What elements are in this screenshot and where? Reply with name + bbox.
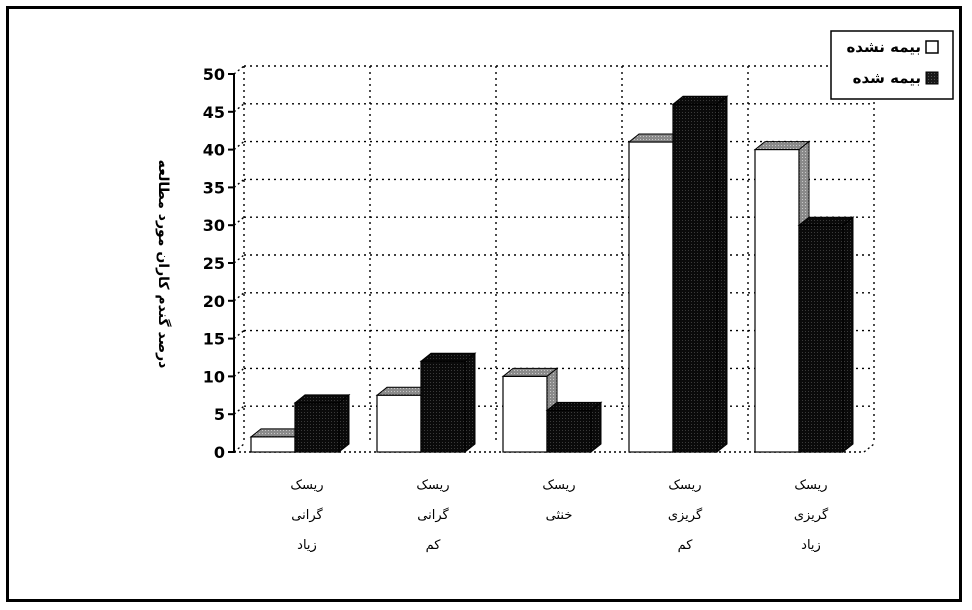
y-tick-label: 30 [203,216,225,235]
y-tick-label: 20 [203,292,225,311]
category-label: ریسک [794,478,827,493]
y-tick-label: 45 [203,103,225,122]
bar-chart: 0 5 10 15 20 25 30 35 40 45 50 ریسک گرانی زیاد ریسک گر… [155,30,954,553]
legend: بیمه نشده بیمه شده [830,30,954,100]
bar-uninsured [375,386,433,454]
y-axis: 0 5 10 15 20 25 30 35 40 45 50 [203,65,235,462]
bar-front-face [546,409,592,453]
bar-side-face [590,401,602,454]
gridline-side [233,367,245,377]
category-label: کم [678,538,694,553]
category-label: ریسک [290,478,323,493]
bar-insured [293,393,351,454]
gridline-side [233,330,245,340]
category-label: ریسک [542,478,575,493]
floor-side [863,443,875,453]
category-label: کم [426,538,442,553]
y-tick-label: 10 [203,367,225,386]
bars [249,95,855,454]
y-axis-title: درصد گندم کاران مورد مطالعه [155,160,172,369]
bar-side-face [338,393,350,454]
bar-side-face [842,216,854,454]
bar-front-face [628,141,674,453]
gridline-side [233,405,245,415]
bar-front-face [376,394,422,453]
category-label: ریسک [668,478,701,493]
bar-front-face [798,224,844,453]
category-label: گرانی [417,507,449,523]
bar-side-face [716,95,728,454]
bar-front-face [294,402,340,453]
bar-front-face [250,436,296,453]
bar-side-face [464,352,476,454]
category-label: گریزی [668,507,703,523]
category-label: زیاد [297,538,317,553]
gridline-side [233,178,245,188]
y-tick-label: 5 [214,405,225,424]
y-tick-label: 15 [203,330,225,349]
gridline-side [233,141,245,151]
gridline-side [233,103,245,113]
bar-front-face [420,360,466,453]
bar-insured [419,352,477,454]
bar-front-face [502,375,548,453]
category-label: خنثی [546,508,573,523]
gridline-side [233,254,245,264]
bar-front-face [672,103,718,453]
category-label: گرانی [291,507,323,523]
bar-insured [671,95,729,454]
y-tick-label: 50 [203,65,225,84]
y-tick-label: 40 [203,141,225,160]
y-tick-label: 25 [203,254,225,273]
y-tick-label: 0 [214,443,225,462]
legend-label-uninsured: بیمه نشده [846,38,921,56]
legend-label-insured: بیمه شده [853,69,921,87]
legend-swatch-insured [925,71,939,85]
y-tick-label: 35 [203,178,225,197]
gridline-side [233,443,245,453]
chart-frame: 0 5 10 15 20 25 30 35 40 45 50 ریسک گرانی زیاد ریسک گر… [6,6,962,602]
legend-swatch-uninsured [925,40,939,54]
gridline-side [233,65,245,75]
category-label: زیاد [801,538,821,553]
gridline-side [233,216,245,226]
category-labels: ریسک گرانی زیاد ریسک گرانی کم ریسک خنثی ریسک گریز… [290,478,829,553]
gridline-side [233,292,245,302]
category-label: ریسک [416,478,449,493]
category-label: گریزی [794,507,829,523]
bar-insured [545,401,603,454]
bar-insured [797,216,855,454]
bar-front-face [754,149,800,453]
